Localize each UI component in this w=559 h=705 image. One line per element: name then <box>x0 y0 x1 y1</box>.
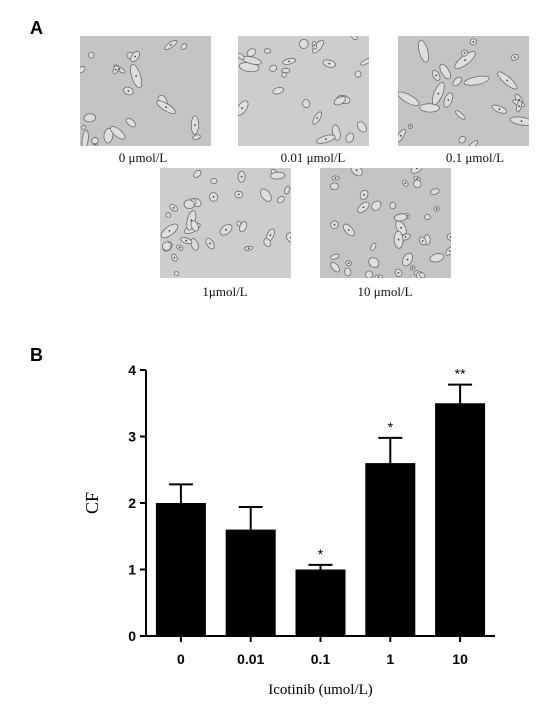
caption-0.1: 0.1 μmol/L <box>445 150 505 165</box>
bar-1 <box>365 463 416 636</box>
bar-0.01 <box>225 529 276 636</box>
y-tick-label: 4 <box>128 362 136 378</box>
x-tick-label-1: 1 <box>386 651 394 667</box>
bar-10 <box>435 403 486 636</box>
significance-label: * <box>318 546 324 562</box>
micrograph-0 <box>80 36 211 146</box>
micrograph-texture <box>238 36 369 146</box>
micrograph-0.1 <box>398 36 529 146</box>
micrograph-texture <box>320 168 451 278</box>
y-tick-label: 2 <box>128 495 136 511</box>
micrograph-1 <box>160 168 291 278</box>
micrograph-10 <box>320 168 451 278</box>
x-axis-title: Icotinib (umol/L) <box>268 682 373 698</box>
panel-b-letter: B <box>30 345 43 365</box>
y-tick-label: 3 <box>128 429 136 445</box>
y-tick-label: 0 <box>128 628 136 644</box>
micrograph-texture <box>398 36 529 146</box>
panel-a-letter: A <box>30 18 43 38</box>
caption-10: 10 μmol/L <box>357 284 413 299</box>
micrograph-texture <box>80 36 211 146</box>
micrograph-texture <box>160 168 291 278</box>
bar-chart: 0 1 2 3 4 0 0.01 0.1 * 1 * 10 ** CF Icotinib (umol/L) <box>82 362 495 698</box>
micrograph-0.01 <box>238 36 369 146</box>
y-tick-label: 1 <box>128 562 136 578</box>
significance-label: * <box>388 419 394 435</box>
caption-1: 1μmol/L <box>202 284 248 299</box>
x-tick-label-0.1: 0.1 <box>311 651 331 667</box>
x-tick-label-0.01: 0.01 <box>237 651 264 667</box>
y-axis-title: CF <box>82 492 102 514</box>
x-tick-label-10: 10 <box>452 651 468 667</box>
bar-0 <box>155 503 206 636</box>
caption-0: 0 μmol/L <box>118 150 168 165</box>
significance-label: ** <box>455 366 466 382</box>
x-tick-label-0: 0 <box>177 651 185 667</box>
caption-0.01: 0.01 μmol/L <box>280 150 346 165</box>
bar-0.1 <box>295 569 346 636</box>
